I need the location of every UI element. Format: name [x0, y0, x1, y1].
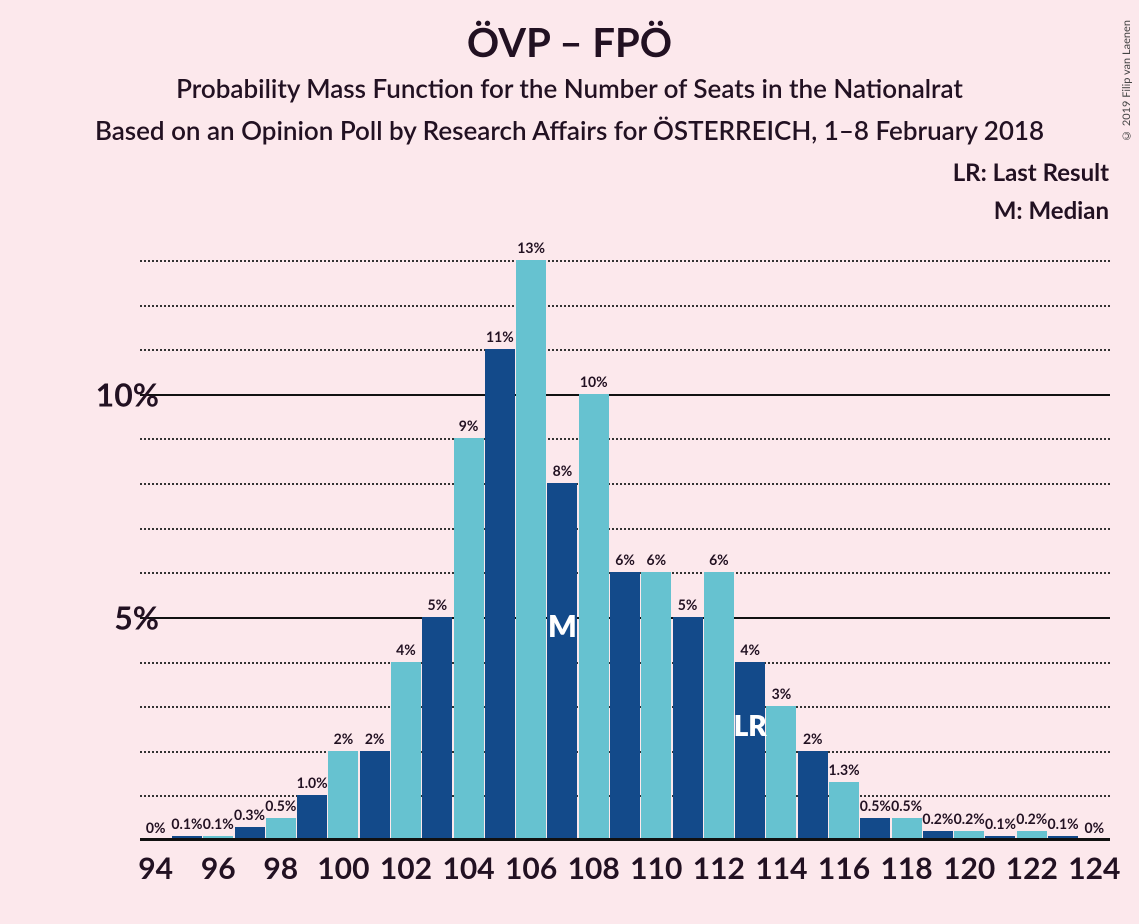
bar-light — [391, 662, 421, 840]
bar-value-label: 6% — [709, 551, 729, 568]
bars-layer: 0%0.1%0.1%0.3%0.5%1.0%2%2%4%5%9%11%13%8%… — [140, 260, 1110, 840]
y-tick-label: 5% — [39, 597, 159, 636]
bar-value-label: 2% — [365, 730, 385, 747]
x-tick-label: 102 — [380, 850, 432, 886]
x-tick-label: 114 — [755, 850, 807, 886]
x-tick-label: 110 — [630, 850, 682, 886]
bar-dark — [673, 617, 703, 840]
bar-light — [829, 782, 859, 840]
bar-dark — [860, 818, 890, 840]
x-tick-label: 100 — [317, 850, 369, 886]
x-tick-label: 112 — [693, 850, 745, 886]
bar-value-label: 0% — [146, 819, 166, 836]
bar-light — [454, 438, 484, 840]
bar-light — [704, 572, 734, 840]
bar-value-label: 13% — [517, 239, 545, 256]
bar-value-label: 2% — [334, 730, 354, 747]
bar-value-label: 0.5% — [891, 797, 922, 814]
x-tick-label: 98 — [263, 850, 298, 886]
x-tick-label: 104 — [442, 850, 494, 886]
bar-annotation-lr: LR — [734, 708, 767, 742]
bar-light — [641, 572, 671, 840]
bar-light — [328, 751, 358, 840]
x-tick-label: 94 — [138, 850, 173, 886]
bar-value-label: 5% — [427, 596, 447, 613]
bar-dark — [798, 751, 828, 840]
bar-light — [766, 706, 796, 840]
bar-value-label: 0% — [1085, 819, 1105, 836]
legend-last-result: LR: Last Result — [953, 158, 1109, 187]
bar-value-label: 4% — [396, 641, 416, 658]
x-tick-label: 118 — [881, 850, 933, 886]
bar-value-label: 5% — [678, 596, 698, 613]
bar-dark — [485, 349, 515, 840]
x-tick-label: 120 — [943, 850, 995, 886]
bar-value-label: 8% — [553, 462, 573, 479]
bar-value-label: 9% — [459, 417, 479, 434]
bar-dark — [422, 617, 452, 840]
bar-value-label: 0.2% — [954, 810, 985, 827]
bar-light — [516, 260, 546, 840]
copyright-text: © 2019 Filip van Laenen — [1120, 20, 1133, 142]
x-tick-label: 106 — [505, 850, 557, 886]
bar-annotation-m: M — [548, 608, 577, 644]
x-tick-label: 108 — [568, 850, 620, 886]
y-tick-label: 10% — [39, 374, 159, 413]
x-tick-label: 96 — [201, 850, 236, 886]
chart-container: ÖVP – FPÖ Probability Mass Function for … — [0, 0, 1139, 924]
x-tick-label: 122 — [1006, 850, 1058, 886]
bar-value-label: 1.3% — [829, 761, 860, 778]
bar-dark — [297, 795, 327, 840]
x-axis-baseline — [140, 838, 1110, 841]
bar-dark — [610, 572, 640, 840]
bar-value-label: 11% — [486, 328, 514, 345]
bar-value-label: 0.1% — [203, 815, 234, 832]
plot-area: 0%0.1%0.1%0.3%0.5%1.0%2%2%4%5%9%11%13%8%… — [140, 260, 1110, 840]
bar-value-label: 0.2% — [922, 810, 953, 827]
chart-subtitle-1: Probability Mass Function for the Number… — [0, 72, 1139, 104]
bar-light — [266, 818, 296, 840]
bar-value-label: 0.1% — [985, 815, 1016, 832]
bar-value-label: 4% — [740, 641, 760, 658]
bar-value-label: 2% — [803, 730, 823, 747]
bar-value-label: 1.0% — [297, 774, 328, 791]
bar-dark — [735, 662, 765, 840]
bar-value-label: 0.5% — [265, 797, 296, 814]
bar-dark — [547, 483, 577, 840]
bar-dark — [360, 751, 390, 840]
bar-value-label: 0.2% — [1016, 810, 1047, 827]
bar-value-label: 6% — [646, 551, 666, 568]
x-tick-label: 124 — [1068, 850, 1120, 886]
chart-title: ÖVP – FPÖ — [0, 18, 1139, 66]
bar-value-label: 6% — [615, 551, 635, 568]
chart-subtitle-2: Based on an Opinion Poll by Research Aff… — [0, 114, 1139, 146]
bar-value-label: 0.5% — [860, 797, 891, 814]
bar-value-label: 0.3% — [234, 806, 265, 823]
bar-value-label: 10% — [580, 373, 608, 390]
bar-value-label: 3% — [772, 685, 792, 702]
bar-value-label: 0.1% — [1048, 815, 1079, 832]
bar-value-label: 0.1% — [171, 815, 202, 832]
bar-light — [892, 818, 922, 840]
legend-median: M: Median — [994, 196, 1109, 225]
bar-light — [579, 394, 609, 840]
x-tick-label: 116 — [818, 850, 870, 886]
